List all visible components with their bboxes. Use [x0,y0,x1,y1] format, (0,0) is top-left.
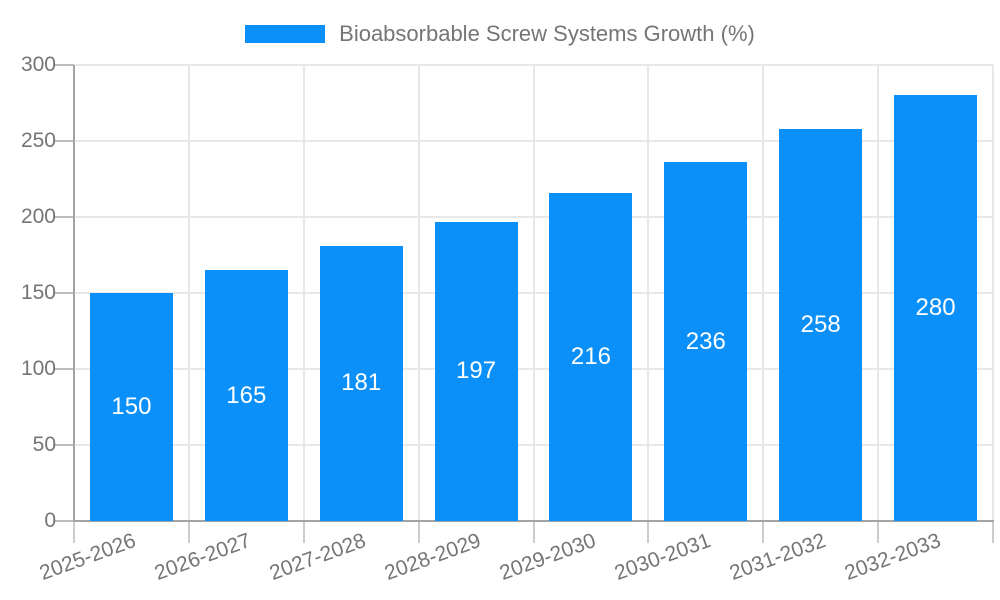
gridline-vertical [532,65,535,521]
y-axis-label: 100 [20,357,56,380]
bar [319,245,403,521]
x-axis-tick [532,521,535,543]
bar-value-label: 165 [226,381,267,409]
x-axis-tick [992,521,994,543]
y-axis-label: 250 [20,129,56,152]
bar [894,95,978,521]
x-axis-tick [302,521,305,543]
gridline-vertical [302,65,305,521]
x-axis-tick [647,521,650,543]
bar [549,192,633,521]
bar [779,128,863,521]
y-axis-label: 150 [20,281,56,304]
x-axis-tick [877,521,880,543]
y-axis-label: 0 [44,509,56,532]
gridline-vertical [762,65,765,521]
bar-value-label: 150 [111,393,152,420]
x-axis-tick [73,521,75,543]
bar-value-label: 181 [341,369,382,397]
bar-value-label: 197 [456,357,497,385]
bar-value-label: 258 [800,310,841,338]
x-axis-tick [417,521,420,543]
y-axis-tick [54,292,74,294]
y-axis-tick [54,520,74,522]
y-axis-label: 50 [32,433,56,456]
bar-value-label: 280 [915,294,956,322]
y-axis-tick [54,444,74,446]
gridline-vertical [877,65,880,521]
y-axis-label: 200 [20,205,56,228]
x-axis-line [73,520,994,522]
y-axis-label: 300 [20,53,56,76]
bar [89,293,173,521]
y-axis-line [73,65,75,521]
bar [664,162,748,521]
gridline-vertical [647,65,650,521]
gridline-vertical [417,65,420,521]
x-axis-tick [762,521,765,543]
bar [434,221,518,521]
bar-value-label: 236 [685,327,726,355]
chart-legend: Bioabsorbable Screw Systems Growth (%) [0,17,1000,51]
bar-value-label: 216 [570,342,611,370]
gridline-vertical [992,65,994,521]
y-axis-tick [54,216,74,218]
y-axis-tick [54,140,74,142]
bar [204,270,288,521]
legend-item[interactable]: Bioabsorbable Screw Systems Growth (%) [245,21,755,47]
legend-label: Bioabsorbable Screw Systems Growth (%) [339,21,755,46]
gridline-vertical [187,65,190,521]
x-axis-tick [187,521,190,543]
y-axis-tick [54,64,74,66]
y-axis-tick [54,368,74,370]
legend-swatch-icon [245,25,326,43]
